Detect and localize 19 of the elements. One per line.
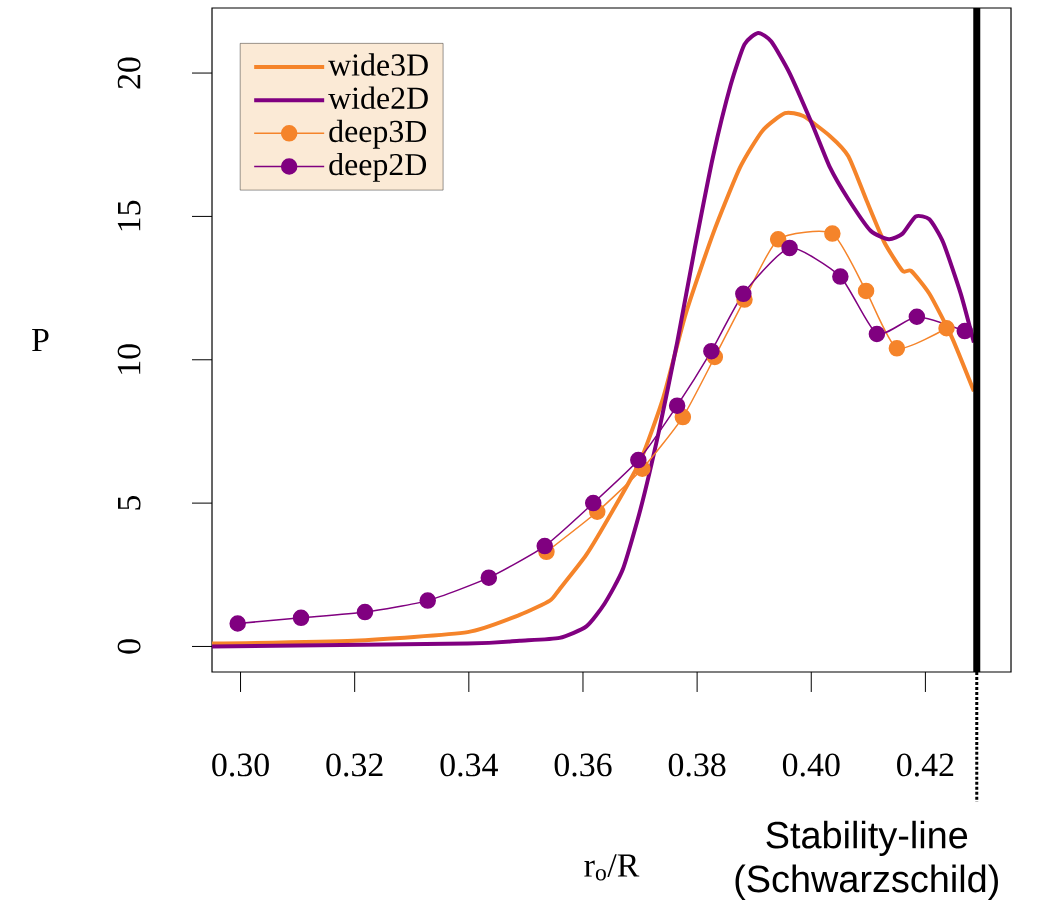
x-tick-label: 0.40 [782, 753, 840, 777]
x-tick-label: 0.36 [554, 753, 612, 777]
legend-label: wide2D [328, 86, 428, 109]
y-tick-label: 0 [117, 639, 141, 654]
x-tick-label: 0.30 [212, 753, 269, 777]
ref-line-label: Stability-line (Schwarzschild) [735, 820, 998, 900]
x-tick-label: 0.32 [326, 753, 383, 777]
y-axis-title: P [32, 328, 49, 352]
y-tick-label: 15 [117, 200, 141, 231]
y-tick-label: 10 [117, 344, 141, 374]
x-tick-label: 0.38 [668, 753, 726, 777]
legend-label: deep3D [329, 119, 427, 149]
x-axis-title: r$_{o}$/R [584, 854, 640, 881]
y-tick-label: 5 [118, 495, 141, 510]
y-tick-label: 20 [117, 57, 141, 89]
legend-label: wide3D [328, 53, 428, 76]
x-tick-label: 0.42 [897, 753, 954, 777]
legend-label: deep2D [329, 152, 427, 182]
x-tick-label: 0.34 [440, 753, 498, 777]
